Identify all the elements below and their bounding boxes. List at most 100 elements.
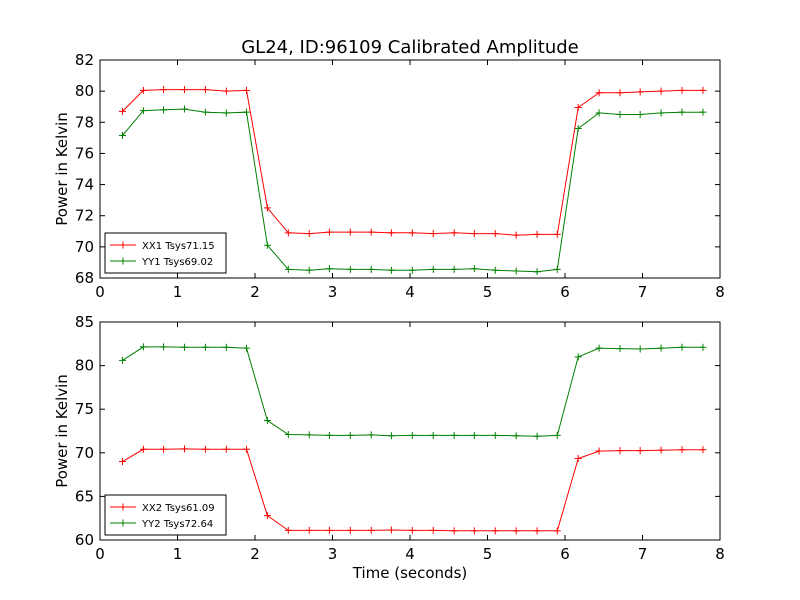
plot1-series-2-point — [429, 265, 437, 273]
plot1-y-tick-label: 76 — [75, 144, 94, 162]
plot2-x-tick-label: 7 — [638, 545, 648, 563]
chart-title: GL24, ID:96109 Calibrated Amplitude — [241, 37, 579, 58]
plot2-y-axis-label: Power in Kelvin — [53, 374, 71, 488]
plot1-series-2-point — [346, 265, 354, 273]
plot2-series-1-point — [367, 526, 375, 534]
plot1-series-1-point — [408, 229, 416, 237]
plot2-series-1-point — [118, 458, 126, 466]
plot1-series-2-point — [408, 266, 416, 274]
plot1-series-2-point — [160, 106, 168, 114]
plot1-x-tick-label: 7 — [638, 283, 648, 301]
plot2-x-tick-label: 4 — [405, 545, 415, 563]
plot2-x-tick-label: 2 — [250, 545, 260, 563]
plot2-series-1-point — [512, 527, 520, 535]
plot1-series-1-point — [118, 107, 126, 115]
plot1-series-1-point — [367, 228, 375, 236]
plot2-x-tick-label: 3 — [328, 545, 338, 563]
plot2-x-tick-label: 5 — [483, 545, 493, 563]
plot1-series-2-point — [305, 266, 313, 274]
plot2-series-2-point — [533, 432, 541, 440]
plot2-x-tick-label: 1 — [173, 545, 183, 563]
plot1-y-tick-label: 70 — [75, 238, 94, 256]
plot1-series-1-point — [574, 103, 582, 111]
plot2-series-1-point — [325, 526, 333, 534]
plot1-series-2-point — [470, 265, 478, 273]
plot1-series-1-point — [699, 86, 707, 94]
plot2-y-tick-label: 60 — [75, 531, 94, 549]
plot2-series-1-point — [595, 447, 603, 455]
plot2-series-1-point — [699, 446, 707, 454]
plot1-series-2-point — [450, 265, 458, 273]
plot1-series-1-point — [512, 231, 520, 239]
plot2-series-2-point — [574, 353, 582, 361]
plot1-x-tick-label: 1 — [173, 283, 183, 301]
plot2-series-1-point — [533, 527, 541, 535]
plot2-series-1-point — [201, 445, 209, 453]
plot2-legend: XX2 Tsys61.09 YY2 Tsys72.64 — [104, 494, 227, 536]
plot1-series-1-point — [616, 89, 624, 97]
plot1-series-2-point — [595, 109, 603, 117]
plot1-y-tick-label: 82 — [75, 51, 94, 69]
plot2-series-2-point — [346, 431, 354, 439]
plot1-series-2-point — [616, 111, 624, 118]
plot2-series-1-point — [408, 526, 416, 534]
plot1-x-tick-label: 4 — [405, 283, 415, 301]
plot2-series-2-point — [470, 431, 478, 439]
plot1-series-2-point — [222, 109, 230, 117]
plot1-series-2-point — [553, 265, 561, 273]
plot1-series-1-point — [180, 86, 188, 94]
plot1-series-1-point — [305, 230, 313, 238]
plot2-series-2-point — [429, 431, 437, 439]
plot2-y-tick-label: 85 — [75, 313, 94, 331]
plot2-y-tick-label: 65 — [75, 487, 94, 505]
plot2-series-2-point — [699, 343, 707, 351]
plot1-series-2-point — [533, 268, 541, 276]
plot2-series-2-point — [180, 343, 188, 351]
plot1-series-2-point — [699, 108, 707, 116]
plot1-series-2-point — [325, 265, 333, 273]
plot2-series-1-point — [263, 512, 271, 520]
plot1-x-tick-label: 3 — [328, 283, 338, 301]
plot1-series-1-point — [325, 228, 333, 236]
plot1-series-2-point — [201, 108, 209, 116]
plot2-series-1-point — [387, 526, 395, 534]
plot2-series-1-point — [450, 527, 458, 535]
plot2-series-1-point — [636, 447, 644, 455]
plot2-series-1-point — [160, 445, 168, 453]
plot2-x-tick-label: 6 — [560, 545, 570, 563]
plot2-series-2-point — [160, 343, 168, 351]
plot2-y-tick-label: 70 — [75, 444, 94, 462]
plot2-series-2-point — [367, 431, 375, 439]
plot1-series-1-point — [636, 88, 644, 96]
plot2-y-tick-label: 80 — [75, 357, 94, 375]
plot1-series-1-point — [657, 87, 665, 95]
plot1-x-tick-label: 8 — [715, 283, 725, 301]
plot1-series-1-point — [201, 86, 209, 94]
plot2-series-1-point — [553, 527, 561, 535]
plot2-series-2-point — [139, 343, 147, 351]
plot1-series-2-point — [678, 108, 686, 116]
plot1-y-tick-label: 68 — [75, 269, 94, 287]
plot1-series-1-point — [595, 89, 603, 97]
plot1-x-tick-label: 0 — [95, 283, 105, 301]
plot1-series-1-point — [160, 86, 168, 94]
plot1-series-1-point — [470, 230, 478, 238]
plot2-series-1-point — [470, 527, 478, 535]
plot1-y-tick-label: 74 — [75, 176, 94, 194]
plot1-legend-marker-1 — [119, 241, 127, 249]
plot1-series-1-point — [222, 87, 230, 95]
plot2-series-1-point — [429, 526, 437, 534]
plot2-series-2-point — [201, 343, 209, 351]
plot2-series-1-point — [139, 445, 147, 453]
plot2-series-1-point — [305, 526, 313, 534]
plot1-y-tick-label: 72 — [75, 207, 94, 225]
plot2-series-2-point — [636, 345, 644, 353]
plot1-y-tick-label: 80 — [75, 82, 94, 100]
plot2-series-1-point — [678, 446, 686, 454]
plot1-x-tick-label: 5 — [483, 283, 493, 301]
plot2-series-1-point — [491, 527, 499, 535]
plot1-series-1-point — [139, 86, 147, 94]
plot1-series-1-point — [387, 229, 395, 237]
plot2-series-2-point — [491, 431, 499, 439]
